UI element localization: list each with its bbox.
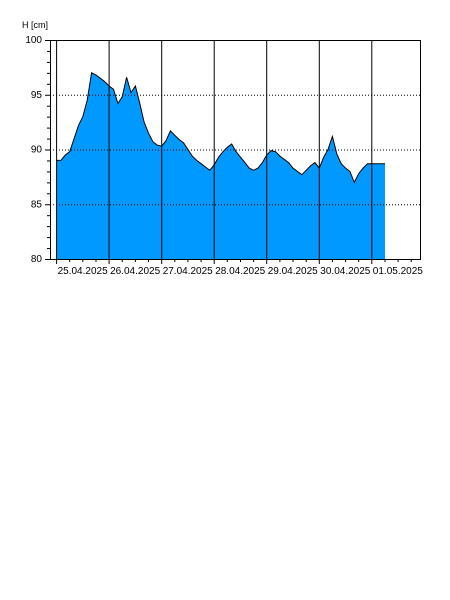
y-tick-label: 95 xyxy=(31,90,43,101)
x-tick-label: 26.04.2025 xyxy=(110,266,160,277)
axes xyxy=(45,40,421,264)
water-level-line xyxy=(56,72,385,184)
x-tick-label: 27.04.2025 xyxy=(163,266,213,277)
y-tick-label: 85 xyxy=(31,199,43,210)
y-axis-label: H [cm] xyxy=(22,20,48,30)
x-tick-label: 29.04.2025 xyxy=(268,266,318,277)
plot-frame xyxy=(50,40,421,260)
x-tick-label: 28.04.2025 xyxy=(215,266,265,277)
y-tick-label: 80 xyxy=(31,254,43,265)
x-tick-label: 30.04.2025 xyxy=(320,266,370,277)
grid xyxy=(50,40,420,259)
x-tick-label: 01.05.2025 xyxy=(373,266,423,277)
x-tick-label: 25.04.2025 xyxy=(58,266,108,277)
water-level-area xyxy=(56,72,385,259)
y-tick-label: 100 xyxy=(25,35,42,46)
tick-labels: 25.04.2025 26.04.2025 27.04.2025 28.04.2025… xyxy=(25,35,423,277)
plot-area xyxy=(56,72,385,259)
y-tick-label: 90 xyxy=(31,145,43,156)
